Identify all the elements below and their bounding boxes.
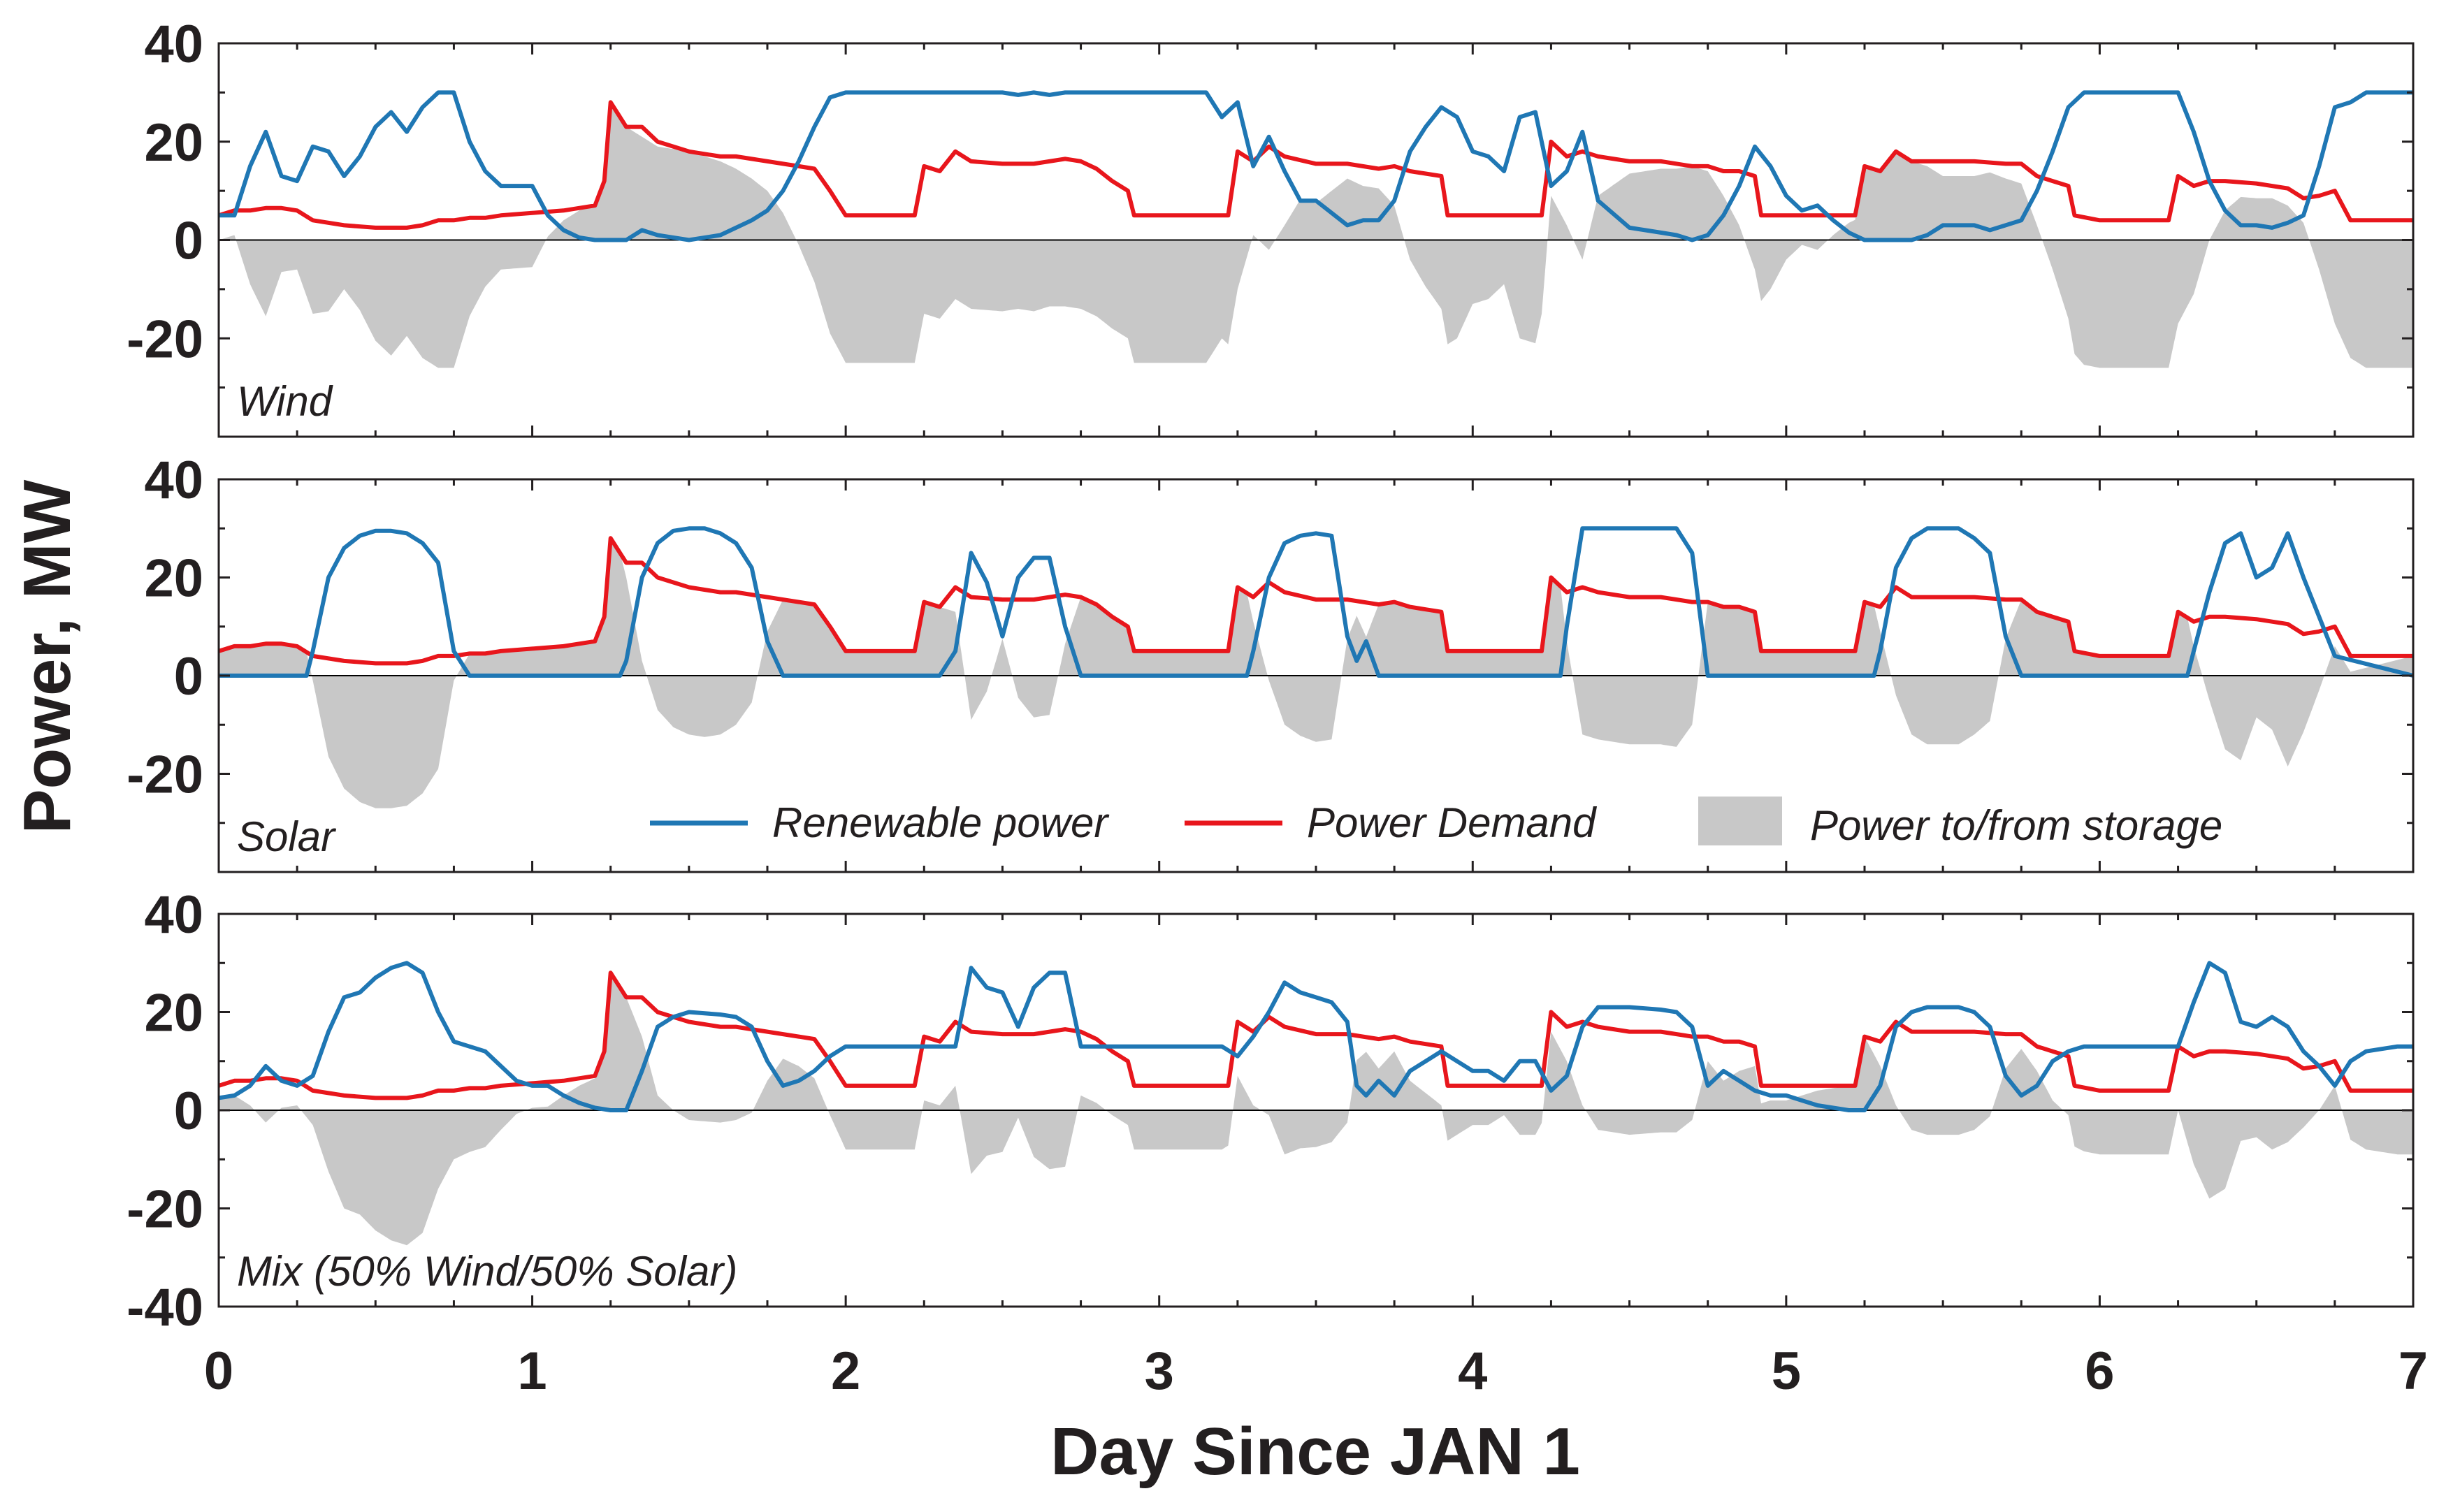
demand-line (219, 536, 2413, 666)
renewable-line (219, 961, 2413, 1112)
panel-solar: 40 20 0 -20 Solar (126, 451, 2415, 873)
y-tick-label: 0 (174, 212, 203, 271)
panel-mix-50-wind-50-solar: 40 20 0 -20 -40 Mix (50% Wind/50% Solar) (126, 885, 2415, 1337)
legend-label: Power Demand (1307, 799, 1597, 846)
panel-wind: 40 20 0 -20 Wind (126, 15, 2415, 438)
y-tick-label: 20 (144, 984, 203, 1043)
legend-item-power-to-from-storage: Power to/from storage (1698, 797, 2222, 849)
x-tick-label: 5 (1772, 1342, 1801, 1401)
x-tick-label: 4 (1458, 1342, 1487, 1401)
legend-item-power-demand: Power Demand (1185, 799, 1597, 846)
x-axis-title: Day Since JAN 1 (1050, 1414, 1580, 1489)
x-tick-label: 6 (2085, 1342, 2114, 1401)
y-tick-label: -40 (126, 1278, 203, 1337)
x-tick-label: 2 (831, 1342, 860, 1401)
demand-line (219, 100, 2413, 230)
x-tick-label: 1 (517, 1342, 547, 1401)
panels: 40 20 0 -20 Wind 40 20 0 -20 Solar 40 20 0 -20 -40 Mix … (126, 15, 2415, 1337)
x-tick-label: 3 (1145, 1342, 1174, 1401)
legend-item-renewable-power: Renewable power (650, 799, 1109, 846)
y-tick-label: 20 (144, 549, 203, 609)
x-tick-label: 7 (2398, 1342, 2428, 1401)
x-tick-label: 0 (204, 1342, 233, 1401)
demand-line (219, 971, 2413, 1100)
renewable-line (219, 526, 2413, 678)
y-tick-label: 0 (174, 1082, 203, 1141)
y-tick-label: 40 (144, 451, 203, 510)
legend: Renewable power Power Demand Power to/from… (650, 797, 2222, 849)
legend-label: Renewable power (772, 799, 1109, 846)
y-tick-label: -20 (126, 310, 203, 369)
x-axis: 0 1 2 3 4 5 6 7 (204, 1342, 2428, 1401)
y-tick-label: 0 (174, 647, 203, 706)
y-tick-label: 20 (144, 113, 203, 173)
y-tick-label: -20 (126, 1180, 203, 1240)
panel-label: Wind (237, 378, 333, 425)
renewable-line (219, 90, 2413, 242)
y-tick-label: -20 (126, 746, 203, 805)
panel-label: Solar (237, 813, 336, 860)
legend-swatch (1698, 797, 1782, 845)
panel-label: Mix (50% Wind/50% Solar) (237, 1248, 737, 1295)
y-tick-label: 40 (144, 885, 203, 945)
legend-label: Power to/from storage (1810, 802, 2222, 849)
y-axis-title: Power, MW (10, 479, 85, 834)
y-tick-label: 40 (144, 15, 203, 74)
